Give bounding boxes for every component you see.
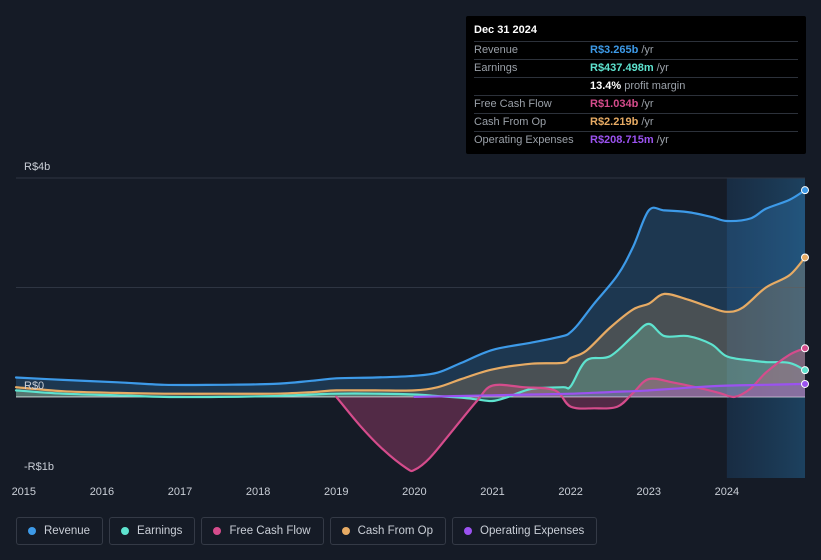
y-tick-label: R$0 bbox=[24, 380, 44, 392]
tooltip-row: Cash From Op R$2.219b/yr bbox=[474, 114, 798, 132]
past-data-region bbox=[726, 178, 805, 478]
legend-dot-icon bbox=[341, 527, 350, 535]
x-tick-label: 2022 bbox=[558, 486, 582, 498]
legend-item-cash-from-op[interactable]: Cash From Op bbox=[329, 517, 447, 545]
end-marker-earnings bbox=[801, 366, 809, 375]
legend-label: Free Cash Flow bbox=[229, 525, 311, 537]
area-revenue bbox=[16, 190, 805, 397]
tooltip-label bbox=[474, 78, 590, 95]
tooltip-value: R$1.034b bbox=[590, 98, 639, 110]
x-tick-label: 2020 bbox=[402, 486, 426, 498]
line-revenue bbox=[14, 189, 807, 387]
tooltip-value: R$2.219b bbox=[590, 116, 639, 128]
legend-dot-icon bbox=[121, 527, 130, 535]
area-earnings bbox=[16, 323, 805, 402]
line-operating-expenses bbox=[413, 382, 807, 398]
line-free-cash-flow bbox=[335, 347, 807, 473]
tooltip-date: Dec 31 2024 bbox=[474, 24, 798, 42]
legend-dot-icon bbox=[213, 527, 222, 535]
tooltip-value: R$3.265b bbox=[590, 44, 639, 56]
legend: Revenue Earnings Free Cash Flow Cash From O… bbox=[16, 517, 603, 545]
end-marker-free-cash-flow bbox=[801, 344, 809, 353]
tooltip-label: Earnings bbox=[474, 62, 518, 74]
tooltip-unit: /yr bbox=[641, 98, 654, 110]
tooltip-value: R$437.498m bbox=[590, 62, 654, 74]
tooltip-row: Free Cash Flow R$1.034b/yr bbox=[474, 96, 798, 114]
tooltip-label: Cash From Op bbox=[474, 116, 547, 128]
x-tick-label: 2021 bbox=[480, 486, 504, 498]
x-tick-label: 2019 bbox=[324, 486, 348, 498]
end-marker-cash-from-op bbox=[801, 253, 809, 262]
legend-item-operating-expenses[interactable]: Operating Expenses bbox=[452, 517, 598, 545]
legend-dot-icon bbox=[28, 527, 36, 535]
tooltip-unit: profit margin bbox=[624, 80, 686, 92]
legend-label: Revenue bbox=[44, 525, 91, 537]
tooltip-unit: /yr bbox=[641, 44, 654, 56]
tooltip-row: Earnings R$437.498m/yr bbox=[474, 60, 798, 78]
tooltip-label: Operating Expenses bbox=[474, 134, 574, 146]
tooltip-value: R$208.715m bbox=[590, 134, 654, 146]
y-tick-label: -R$1b bbox=[24, 461, 54, 473]
tooltip-unit: /yr bbox=[641, 116, 654, 128]
legend-label: Earnings bbox=[137, 525, 183, 537]
tooltip-row: 13.4% profit margin bbox=[474, 78, 798, 96]
chart-area: R$4b R$0 -R$1b 2015 2016 2017 2018 2019 2020 2021… bbox=[12, 161, 809, 498]
tooltip-unit: /yr bbox=[656, 62, 669, 74]
area-cash-from-op bbox=[16, 257, 805, 397]
end-marker-revenue bbox=[801, 186, 809, 195]
x-tick-label: 2015 bbox=[12, 486, 36, 498]
x-tick-label: 2018 bbox=[246, 486, 270, 498]
area-free-cash-flow bbox=[336, 348, 805, 472]
x-tick-label: 2024 bbox=[715, 486, 739, 498]
x-tick-label: 2016 bbox=[90, 486, 114, 498]
y-tick-label: R$4b bbox=[24, 161, 50, 173]
tooltip-label: Revenue bbox=[474, 44, 519, 56]
tooltip-row: Revenue R$3.265b/yr bbox=[474, 42, 798, 60]
legend-item-revenue[interactable]: Revenue bbox=[16, 517, 104, 545]
tooltip-unit: /yr bbox=[656, 134, 669, 146]
x-tick-label: 2017 bbox=[168, 486, 192, 498]
legend-item-free-cash-flow[interactable]: Free Cash Flow bbox=[201, 517, 324, 545]
legend-label: Cash From Op bbox=[357, 525, 434, 537]
tooltip: Dec 31 2024 Revenue R$3.265b/yr Earnings R$… bbox=[466, 16, 806, 154]
legend-label: Operating Expenses bbox=[480, 525, 585, 537]
tooltip-row: Operating Expenses R$208.715m/yr bbox=[474, 132, 798, 149]
legend-dot-icon bbox=[464, 527, 473, 535]
line-earnings bbox=[14, 322, 807, 403]
legend-item-earnings[interactable]: Earnings bbox=[109, 517, 196, 545]
tooltip-value: 13.4% bbox=[590, 80, 622, 92]
tooltip-label: Free Cash Flow bbox=[474, 98, 552, 110]
end-marker-operating-expenses bbox=[801, 379, 809, 388]
line-cash-from-op bbox=[14, 256, 807, 395]
x-tick-label: 2023 bbox=[637, 486, 661, 498]
